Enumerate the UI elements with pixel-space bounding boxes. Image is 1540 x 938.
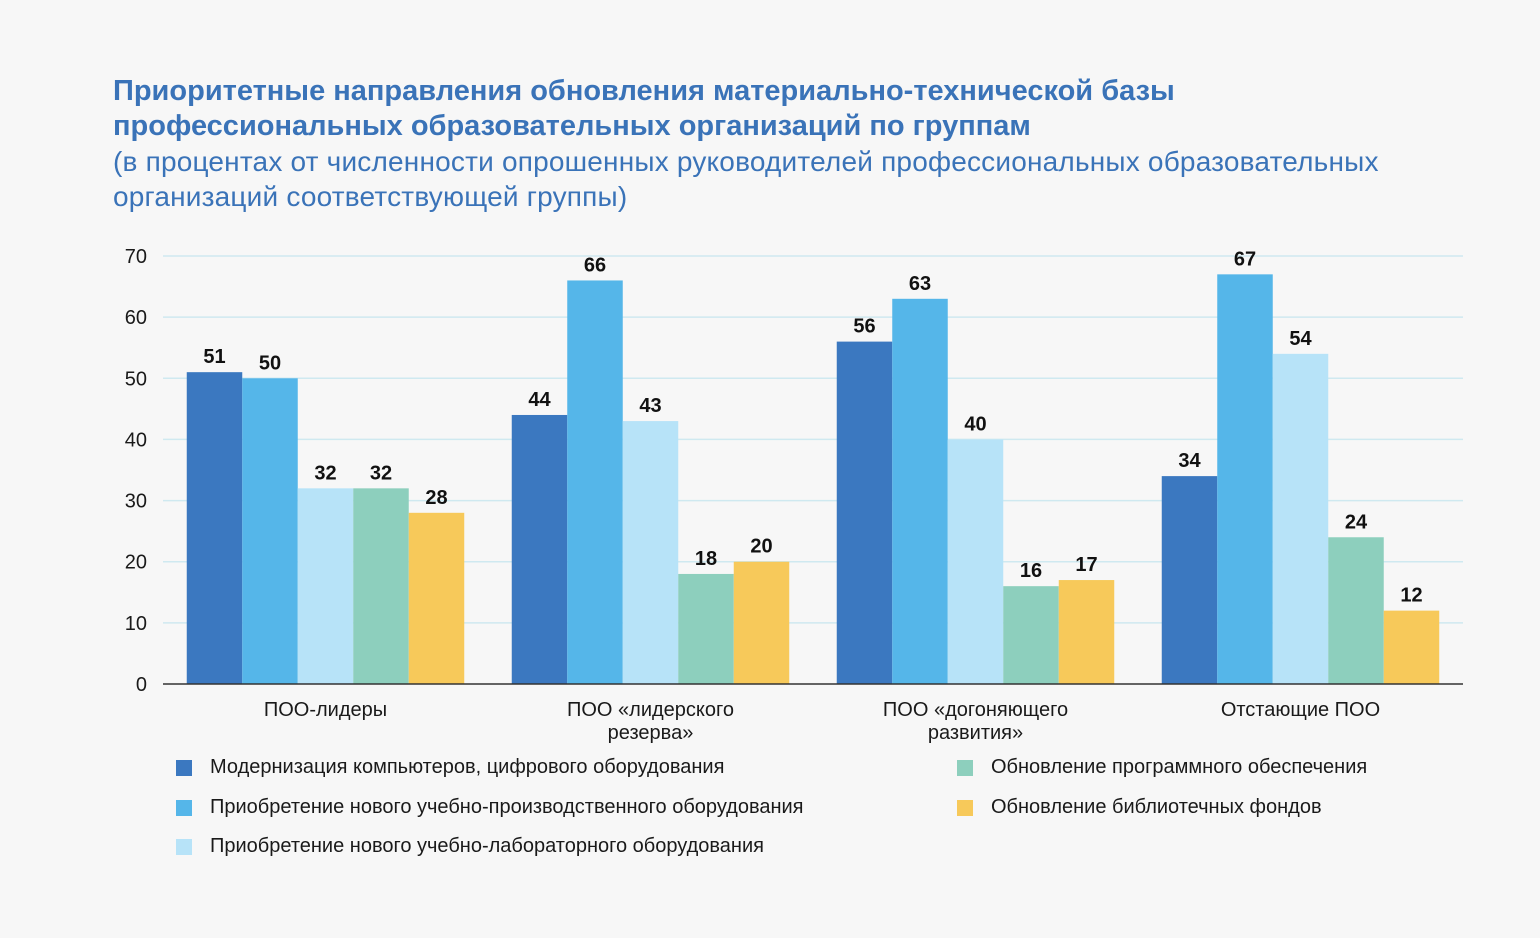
data-label: 24 [1345, 511, 1368, 533]
data-label: 40 [964, 413, 986, 435]
y-tick-label: 20 [125, 552, 147, 574]
data-label: 43 [639, 395, 661, 417]
title-block: Приоритетные направления обновления мате… [113, 74, 1433, 214]
bar [1272, 353, 1329, 684]
legend-swatch [957, 759, 973, 776]
bar [947, 439, 1004, 684]
x-tick-label: ПОО-лидеры [264, 699, 387, 721]
y-tick-label: 10 [125, 613, 147, 635]
legend-item: Приобретение нового учебно-производствен… [176, 796, 804, 819]
bar-chart: 0 10 20 30 40 50 60 70 51 50 32 32 28 ПОО-лидеры 44 66 4… [125, 246, 1463, 744]
legend-swatch [176, 838, 192, 855]
bar [567, 280, 623, 684]
bar [1383, 610, 1440, 684]
y-tick-label: 60 [125, 307, 147, 329]
data-label: 50 [259, 352, 281, 374]
y-tick-label: 0 [136, 674, 147, 696]
data-label: 56 [853, 316, 875, 338]
bar [836, 341, 893, 684]
x-tick-label: ПОО «догоняющего [883, 699, 1068, 721]
data-label: 67 [1234, 248, 1256, 270]
data-label: 20 [750, 536, 772, 558]
bar [1003, 586, 1059, 684]
bar [733, 561, 790, 684]
y-tick-label: 70 [125, 246, 147, 268]
bar [1328, 537, 1384, 684]
y-tick-label: 50 [125, 368, 147, 390]
data-label: 32 [314, 462, 336, 484]
legend-label: Обновление библиотечных фондов [991, 796, 1322, 818]
legend-label: Модернизация компьютеров, цифрового обор… [210, 756, 725, 778]
data-label: 12 [1400, 585, 1422, 607]
legend-label: Обновление программного обеспечения [991, 756, 1368, 778]
y-tick-label: 30 [125, 491, 147, 513]
bar [1217, 274, 1273, 684]
data-label: 18 [695, 548, 717, 570]
bar [622, 421, 679, 684]
x-tick-label: развития» [928, 722, 1023, 744]
data-label: 51 [203, 346, 225, 368]
legend-label: Приобретение нового учебно-производствен… [210, 796, 804, 818]
legend-label: Приобретение нового учебно-лабораторного… [210, 835, 764, 857]
legend-swatch [176, 759, 192, 776]
data-label: 32 [370, 462, 392, 484]
legend-item: Приобретение нового учебно-лабораторного… [176, 835, 764, 858]
bar [1058, 580, 1115, 684]
legend-item: Обновление библиотечных фондов [957, 796, 1322, 819]
data-label: 54 [1289, 328, 1312, 350]
bar [242, 378, 298, 684]
x-tick-label: ПОО «лидерского [567, 699, 734, 721]
bar [511, 414, 568, 684]
legend-swatch [957, 799, 973, 816]
data-label: 66 [584, 254, 606, 276]
chart-subtitle: (в процентах от численности опрошенных р… [113, 146, 1379, 212]
data-label: 16 [1020, 560, 1042, 582]
bar [1161, 476, 1218, 684]
legend-swatch [176, 799, 192, 816]
bar [186, 372, 243, 684]
data-label: 17 [1075, 554, 1097, 576]
bar [353, 488, 409, 684]
x-tick-label: резерва» [608, 722, 694, 744]
legend-item: Модернизация компьютеров, цифрового обор… [176, 756, 724, 779]
chart-title: Приоритетные направления обновления мате… [113, 75, 1175, 142]
bar [678, 573, 734, 684]
y-tick-label: 40 [125, 429, 147, 451]
legend-item: Обновление программного обеспечения [957, 756, 1367, 779]
x-tick-label: Отстающие ПОО [1221, 699, 1380, 721]
bar [297, 488, 354, 684]
data-label: 44 [528, 389, 551, 411]
bar [892, 298, 948, 684]
data-label: 28 [425, 487, 447, 509]
bar [408, 512, 465, 684]
data-label: 34 [1178, 450, 1201, 472]
data-label: 63 [909, 273, 931, 295]
